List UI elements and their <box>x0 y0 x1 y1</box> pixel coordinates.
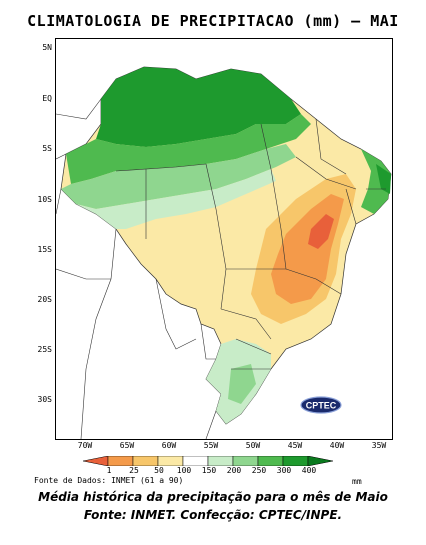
zone-pale-green <box>76 169 276 229</box>
lon-label-40w: 40W <box>329 441 345 450</box>
cptec-logo-text: CPTEC <box>306 401 337 411</box>
legend-level-1: 1 <box>106 466 112 475</box>
legend-level-25: 25 <box>129 466 139 475</box>
legend-level-250: 250 <box>251 466 267 475</box>
legend-level-150: 150 <box>201 466 217 475</box>
caption-line-1: Média histórica da precipitação para o m… <box>38 490 388 504</box>
legend-level-50: 50 <box>154 466 164 475</box>
legend-level-100: 100 <box>176 466 192 475</box>
colorbar-cell <box>132 456 159 466</box>
zone-light-green <box>61 144 296 209</box>
colorbar-cell <box>307 456 334 466</box>
zone-ne-coast <box>361 149 391 214</box>
lon-label-70w: 70W <box>77 441 93 450</box>
lon-label-45w: 45W <box>287 441 303 450</box>
colorbar-cell <box>182 456 209 466</box>
lon-label-55w: 55W <box>203 441 219 450</box>
precipitation-colorbar <box>83 456 334 466</box>
zone-amazon-wet <box>96 67 301 147</box>
state-borders <box>115 118 386 370</box>
legend-level-200: 200 <box>226 466 242 475</box>
cptec-logo: CPTEC <box>300 396 342 414</box>
colorbar-cell <box>207 456 234 466</box>
lon-label-65w: 65W <box>119 441 135 450</box>
lat-label-5n: 5N <box>42 43 52 52</box>
zone-south-wet <box>228 364 256 404</box>
legend-level-400: 400 <box>301 466 317 475</box>
lat-label-eq: EQ <box>42 94 52 103</box>
zone-amazon-moist <box>66 114 311 184</box>
lon-label-60w: 60W <box>161 441 177 450</box>
caption-line-2: Fonte: INMET. Confecção: CPTEC/INPE. <box>83 508 343 522</box>
colorbar-cell <box>107 456 134 466</box>
colorbar-cell <box>157 456 184 466</box>
lat-label-30s: 30S <box>37 395 52 404</box>
colorbar-cell <box>232 456 259 466</box>
colorbar-cell <box>83 456 109 466</box>
colorbar-cell <box>257 456 284 466</box>
lat-label-5s: 5S <box>42 144 52 153</box>
zone-ne-coast-dark <box>376 164 391 194</box>
lon-label-35w: 35W <box>371 441 387 450</box>
country-borders <box>56 98 217 439</box>
data-source: Fonte de Dados: INMET (61 a 90) <box>34 476 184 485</box>
lat-label-25s: 25S <box>37 345 52 354</box>
lon-label-50w: 50W <box>245 441 261 450</box>
map-title: CLIMATOLOGIA DE PRECIPITACAO (mm) – MAI <box>27 12 399 30</box>
lat-label-20s: 20S <box>37 295 52 304</box>
legend-level-300: 300 <box>276 466 292 475</box>
legend-unit: mm <box>352 477 362 486</box>
precipitation-map <box>55 38 393 440</box>
zone-driest <box>308 214 334 249</box>
lat-label-15s: 15S <box>37 245 52 254</box>
lat-label-10s: 10S <box>37 195 52 204</box>
map-svg <box>56 66 392 439</box>
colorbar-cell <box>282 456 309 466</box>
